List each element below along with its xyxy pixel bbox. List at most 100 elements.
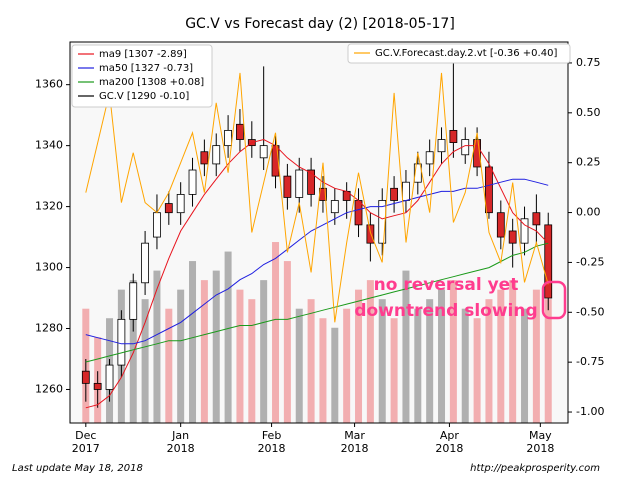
volume-bar	[153, 270, 161, 423]
legend-label: GC.V [1290 -0.10]	[99, 91, 189, 102]
volume-bar	[402, 270, 410, 423]
candle-body	[188, 169, 197, 195]
candle-body	[496, 212, 505, 238]
candle-body	[354, 200, 363, 226]
annotation: downtrend slowing	[354, 301, 537, 321]
candle-body	[544, 224, 553, 299]
volume-bar	[295, 308, 303, 423]
volume-bar	[414, 308, 422, 423]
volume-bar	[224, 251, 232, 423]
volume-bar	[307, 299, 315, 423]
legend-label: ma9 [1307 -2.89]	[99, 49, 187, 60]
candle-body	[330, 200, 339, 214]
plot-frame	[69, 41, 569, 424]
volume-bar	[366, 280, 374, 423]
annotation: no reversal yet	[374, 275, 519, 295]
candle-body	[105, 364, 114, 390]
x-tick-label: May	[529, 429, 552, 442]
x-tick-sublabel: 2018	[435, 442, 463, 455]
volume-bar	[260, 280, 268, 423]
x-tick-sublabel: 2018	[167, 442, 195, 455]
chart-title: GC.V vs Forecast day (2) [2018-05-17]	[185, 16, 455, 32]
candle-body	[449, 129, 458, 143]
x-tick-label: Feb	[262, 429, 281, 442]
candle-body	[307, 169, 315, 195]
volume-bar	[248, 299, 256, 423]
candle-body	[508, 230, 517, 244]
legend-box	[347, 43, 571, 64]
y2-tick-label: -1.00	[576, 405, 604, 418]
candle-body	[283, 175, 292, 198]
volume-bar	[343, 308, 351, 423]
y2-tick-label: -0.25	[576, 255, 604, 268]
y-tick-label: 1260	[35, 382, 63, 395]
x-tick-label: Apr	[440, 429, 460, 442]
y2-tick-label: -0.50	[576, 305, 604, 318]
legend-label: GC.V.Forecast.day.2.vt [-0.36 +0.40]	[375, 48, 557, 59]
volume-bar	[378, 299, 386, 423]
volume-bar	[236, 289, 244, 423]
candle-body	[473, 139, 481, 168]
candle-body	[259, 145, 268, 159]
candle-body	[402, 181, 410, 201]
x-tick-sublabel: 2018	[341, 442, 369, 455]
candle-body	[532, 212, 541, 226]
volume-bar	[283, 261, 291, 423]
x-tick-sublabel: 2018	[526, 442, 554, 455]
legend-box	[71, 44, 213, 108]
volume-bar	[532, 289, 540, 423]
x-tick-sublabel: 2017	[72, 442, 100, 455]
series-line	[85, 138, 549, 409]
y2-tick-label: -0.75	[576, 355, 604, 368]
y-tick-label: 1360	[35, 78, 63, 91]
volume-bar	[438, 289, 446, 423]
volume-bar	[461, 308, 469, 423]
candle-body	[366, 224, 375, 244]
y2-tick-label: 0.25	[576, 156, 601, 169]
y2-tick-label: 0.75	[576, 56, 601, 69]
volume-bar	[509, 280, 517, 423]
candle-body	[295, 169, 304, 198]
volume-bar	[544, 299, 552, 423]
volume-bar	[189, 261, 197, 423]
candle-body	[520, 218, 529, 244]
candle-body	[153, 212, 161, 238]
y-tick-label: 1280	[35, 322, 63, 335]
candle-body	[485, 166, 493, 214]
y-tick-label: 1300	[35, 261, 63, 274]
candle-body	[437, 139, 446, 153]
x-tick-label: Dec	[75, 429, 96, 442]
volume-bar	[272, 242, 280, 423]
candle-body	[93, 382, 102, 390]
legend-label: ma50 [1327 -0.73]	[99, 63, 193, 74]
candle-body	[176, 193, 185, 214]
x-tick-label: Mar	[344, 429, 365, 442]
candle-body	[236, 123, 244, 140]
candle-body	[212, 145, 221, 165]
footer-right: http://peakprosperity.com	[470, 463, 600, 474]
candle-body	[117, 318, 126, 366]
candle-body	[390, 187, 398, 201]
volume-bar	[212, 270, 220, 423]
volume-bar	[390, 318, 398, 423]
volume-bar	[473, 318, 481, 423]
x-tick-sublabel: 2018	[258, 442, 286, 455]
y-tick-label: 1340	[35, 139, 63, 152]
legend-label: ma200 [1308 +0.08]	[99, 77, 204, 88]
volume-bar	[200, 280, 208, 423]
volume-bar	[449, 280, 457, 423]
series-line	[85, 72, 549, 323]
y2-tick-label: 0.00	[576, 206, 601, 219]
volume-bar	[165, 308, 173, 423]
footer-left: Last update May 18, 2018	[12, 463, 143, 474]
volume-bar	[141, 299, 149, 423]
volume-bar	[485, 299, 493, 423]
volume-bar	[497, 289, 505, 423]
candle-body	[425, 151, 434, 165]
y2-tick-label: 0.50	[576, 106, 601, 119]
annotation-highlight	[541, 280, 567, 320]
series-line	[85, 242, 549, 363]
candle-body	[129, 282, 138, 320]
volume-bar	[521, 308, 529, 423]
